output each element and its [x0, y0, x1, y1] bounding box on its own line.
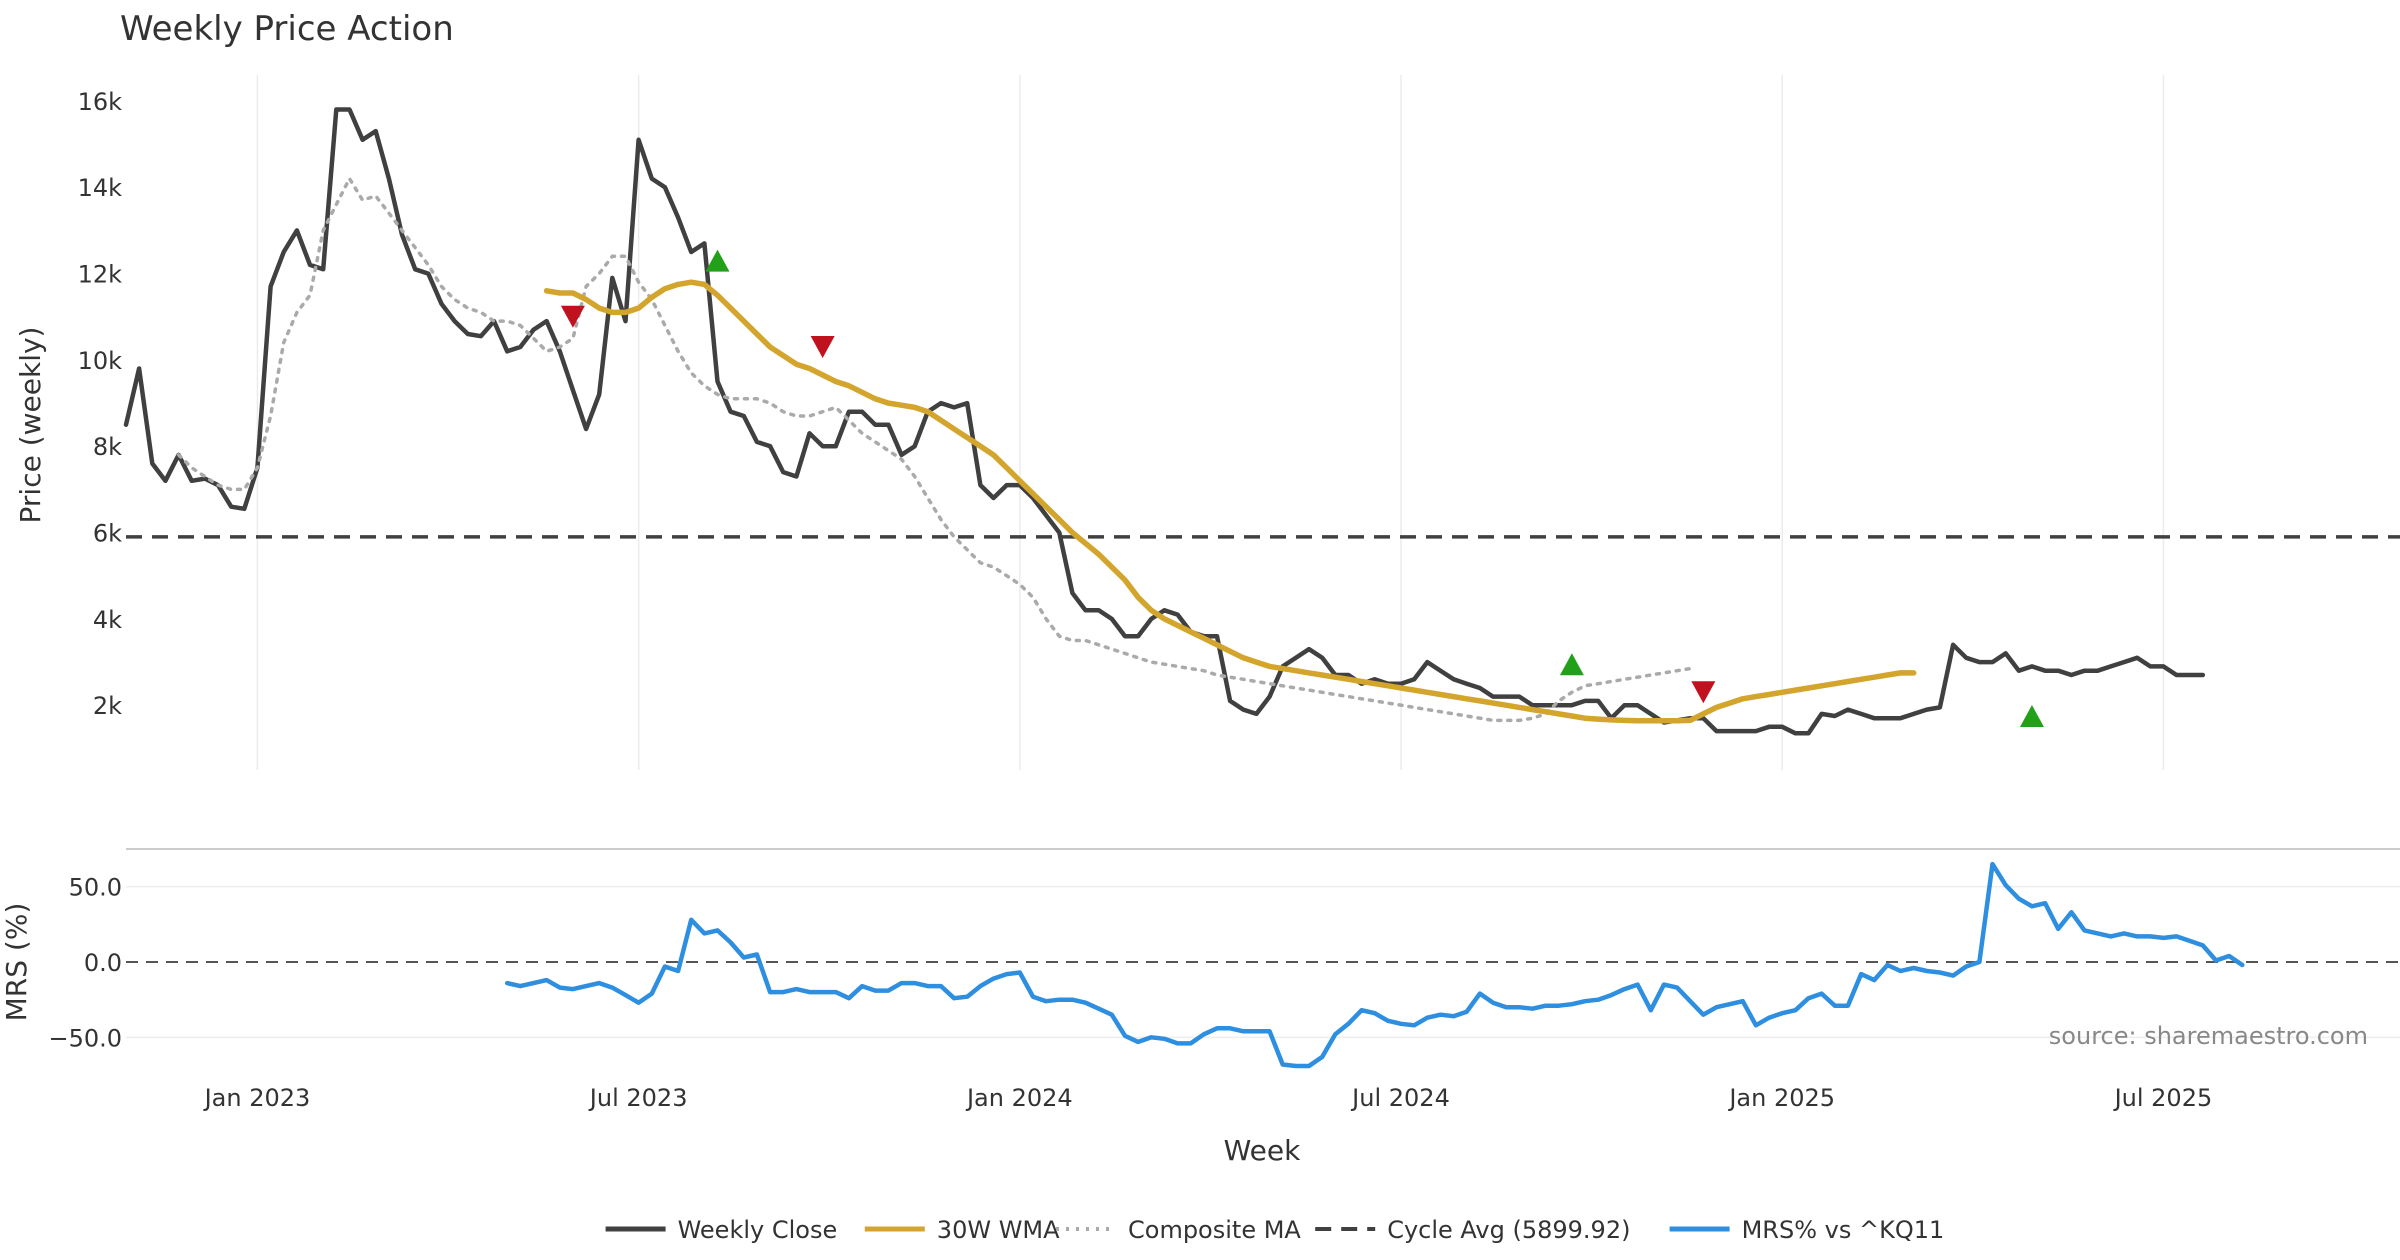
price-y-tick-label: 16k	[78, 88, 123, 116]
x-tick-label: Jan 2024	[965, 1084, 1073, 1112]
legend-label: 30W WMA	[937, 1216, 1060, 1244]
price-y-tick-label: 8k	[93, 433, 122, 461]
buy-signal-marker	[2019, 705, 2044, 728]
legend-label: Composite MA	[1128, 1216, 1301, 1244]
buy-signal-marker	[1559, 653, 1584, 676]
legend-label: MRS% vs ^KQ11	[1742, 1216, 1945, 1244]
series-weekly-close	[123, 107, 2206, 736]
series-composite-ma	[176, 176, 1692, 723]
chart-title: Weekly Price Action	[120, 9, 454, 49]
buy-signal-marker	[705, 249, 730, 272]
legend: Weekly Close 30W WMA Composite MA Cycle Avg…	[605, 1216, 1945, 1244]
x-axis-label: Week	[1224, 1134, 1301, 1167]
sell-signal-marker	[810, 335, 835, 358]
sell-signal-marker	[560, 305, 585, 328]
series-30w-wma	[543, 279, 1917, 724]
price-y-tick-label: 10k	[78, 347, 123, 375]
mrs-panel-grid	[126, 885, 2400, 1039]
source-note: source: sharemaestro.com	[2049, 1022, 2368, 1050]
mrs-y-axis-label: MRS (%)	[0, 903, 33, 1022]
x-tick-label: Jan 2023	[203, 1084, 311, 1112]
price-y-tick-label: 4k	[93, 606, 122, 634]
x-axis-ticks: Jan 2023 Jul 2023 Jan 2024 Jul 2024 Jan 2025…	[203, 1084, 2213, 1112]
series-mrs-vs-kq11	[504, 861, 2245, 1069]
price-y-axis-label: Price (weekly)	[14, 327, 47, 524]
legend-label: Weekly Close	[678, 1216, 838, 1244]
price-panel-series	[123, 107, 2400, 736]
x-tick-label: Jul 2023	[588, 1084, 688, 1112]
mrs-panel-y-ticks: −50.0 0.0 50.0	[48, 874, 122, 1053]
mrs-panel-series	[504, 861, 2245, 1069]
x-tick-label: Jan 2025	[1727, 1084, 1835, 1112]
price-y-tick-label: 2k	[93, 692, 122, 720]
price-y-tick-label: 12k	[78, 261, 123, 289]
x-tick-label: Jul 2025	[2113, 1084, 2213, 1112]
mrs-y-tick-label: 0.0	[84, 949, 122, 977]
mrs-y-tick-label: 50.0	[69, 874, 122, 902]
price-panel-y-ticks: 2k 4k 6k 8k 10k 12k 14k 16k	[78, 88, 123, 720]
price-y-tick-label: 6k	[93, 520, 122, 548]
price-panel-markers	[560, 249, 2044, 728]
price-y-tick-label: 14k	[78, 174, 123, 202]
mrs-y-tick-label: −50.0	[48, 1024, 122, 1052]
x-tick-label: Jul 2024	[1350, 1084, 1450, 1112]
legend-label: Cycle Avg (5899.92)	[1387, 1216, 1630, 1244]
sell-signal-marker	[1691, 681, 1716, 704]
price-panel-grid	[256, 75, 2165, 770]
